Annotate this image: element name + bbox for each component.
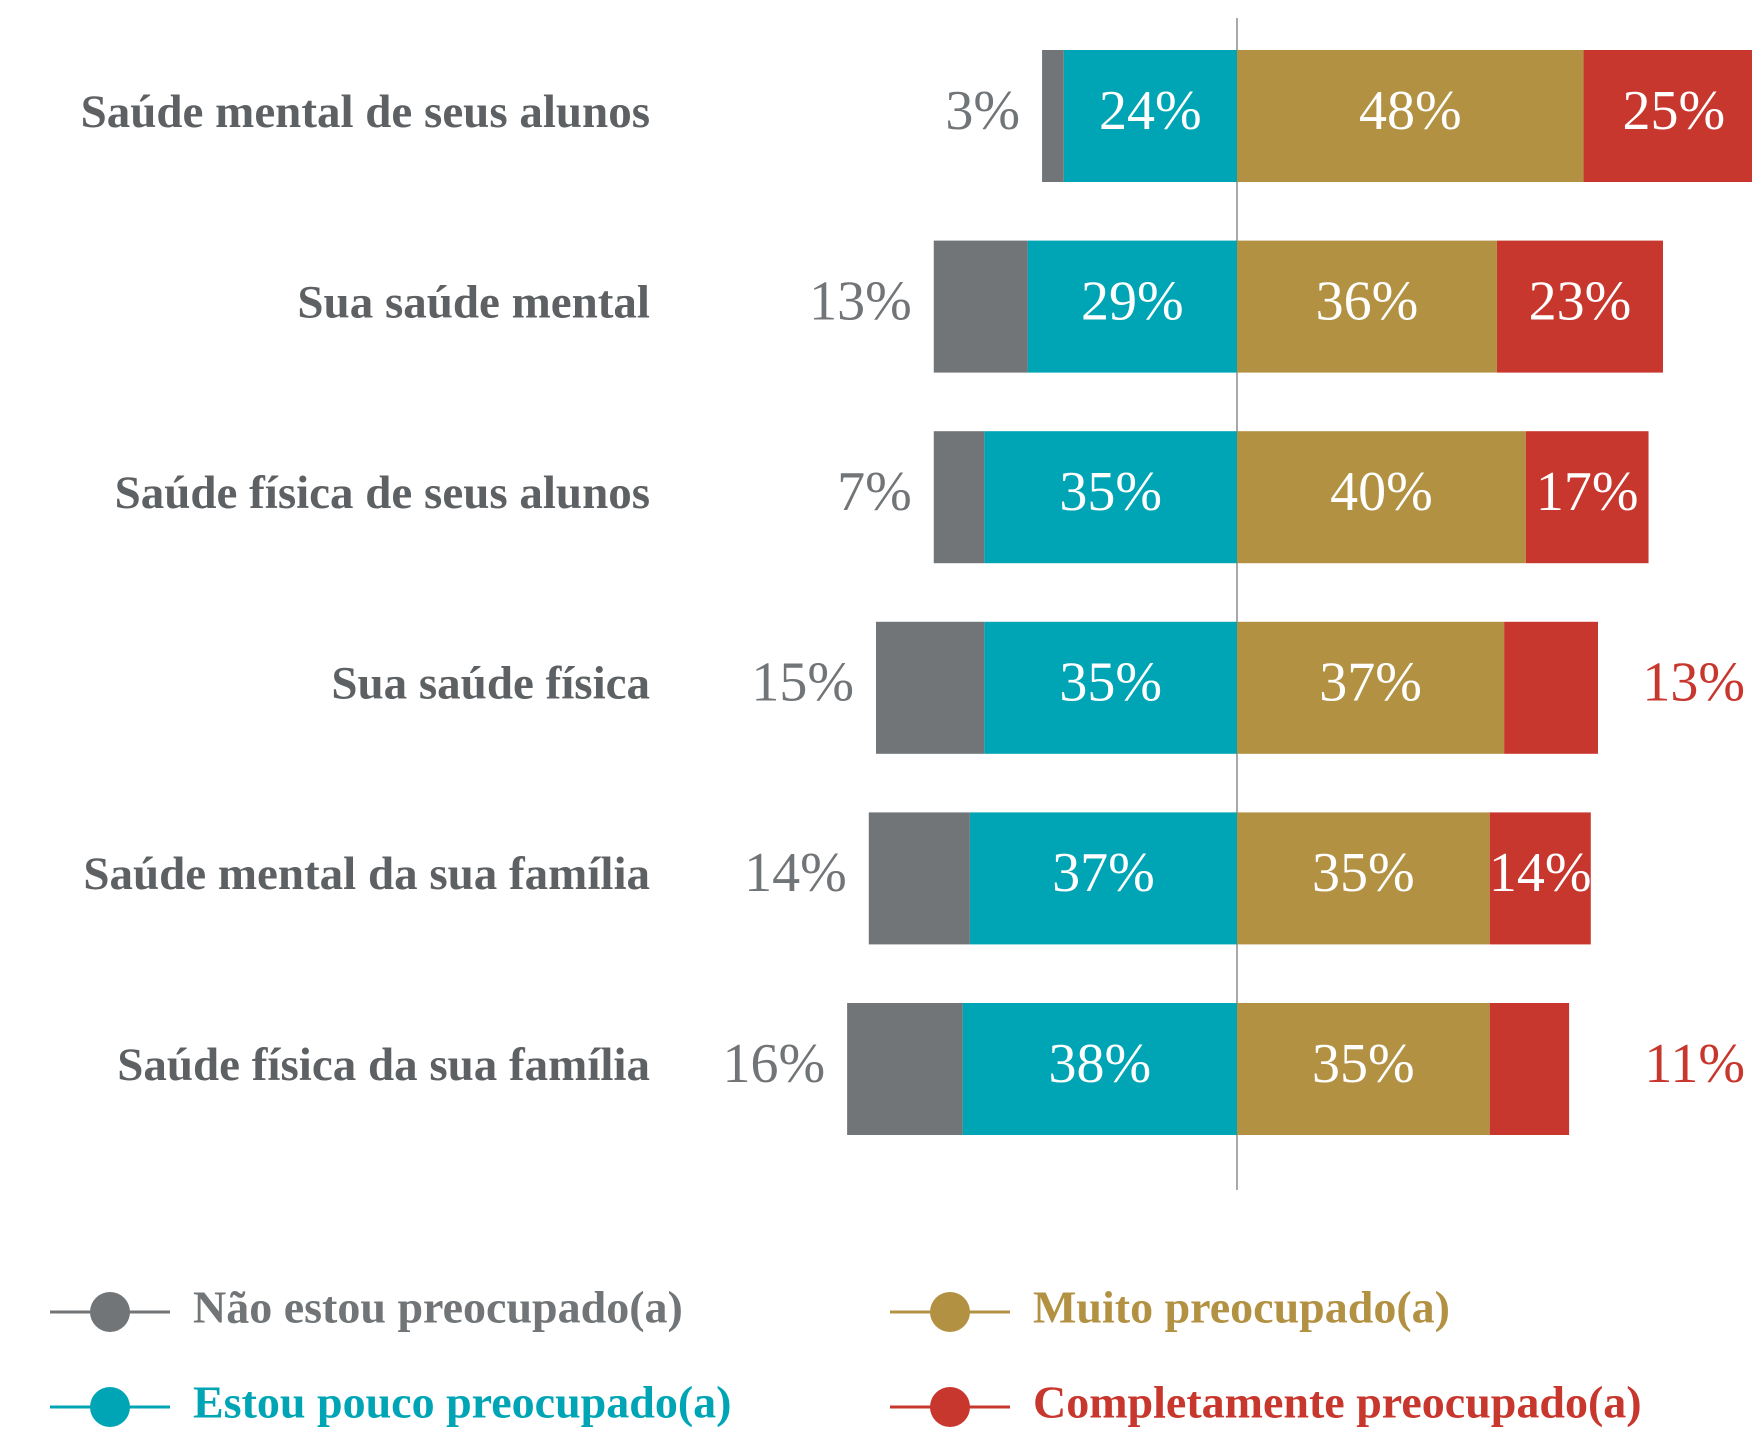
value-label: 35%	[1059, 461, 1162, 523]
bar-segment	[1489, 1003, 1570, 1135]
category-label: Sua saúde física	[331, 658, 650, 710]
bar-segment	[1027, 240, 1237, 373]
value-label: 17%	[1536, 461, 1639, 523]
bar-segment	[933, 431, 985, 564]
bar-segment	[1063, 50, 1237, 182]
bar-segment	[1237, 1003, 1490, 1135]
legend-dot	[90, 1292, 130, 1332]
value-label: 14%	[1489, 842, 1592, 904]
legend-label: Estou pouco preocupado(a)	[193, 1377, 731, 1428]
value-label: 35%	[1059, 652, 1162, 714]
bar-segment	[1489, 812, 1591, 945]
bar-segment	[1237, 50, 1584, 182]
bar-segment	[984, 621, 1237, 754]
value-label: 37%	[1052, 842, 1155, 904]
bar-segment	[933, 240, 1028, 373]
value-label: 35%	[1312, 1033, 1415, 1095]
bar-segment	[1583, 50, 1752, 182]
legend-label: Não estou preocupado(a)	[193, 1282, 683, 1333]
bar-segment	[1237, 621, 1505, 754]
category-label: Sua saúde mental	[297, 276, 650, 328]
category-label: Saúde física da sua família	[117, 1039, 650, 1091]
value-label: 23%	[1529, 270, 1632, 332]
category-label: Saúde mental de seus alunos	[81, 86, 650, 138]
value-label: 24%	[1099, 80, 1202, 142]
bar-segment	[868, 812, 970, 945]
value-label: 11%	[1644, 1033, 1745, 1095]
bar-segment	[876, 621, 985, 754]
category-label: Saúde mental da sua família	[83, 848, 650, 900]
legend-dot	[930, 1387, 970, 1427]
value-label: 13%	[1642, 652, 1745, 714]
value-label: 48%	[1359, 80, 1462, 142]
legend-dot	[930, 1292, 970, 1332]
value-label: 3%	[945, 80, 1020, 142]
value-label: 29%	[1081, 270, 1184, 332]
bar-segment	[1525, 431, 1649, 564]
legend-label: Muito preocupado(a)	[1033, 1282, 1450, 1333]
bar-segment	[969, 812, 1237, 945]
value-label: 16%	[722, 1033, 825, 1095]
bar-segment	[1496, 240, 1663, 373]
bar-segment	[1504, 621, 1598, 754]
bar-segment	[1042, 50, 1064, 182]
value-label: 15%	[751, 652, 854, 714]
bar-segment	[1237, 812, 1490, 945]
value-label: 36%	[1316, 270, 1419, 332]
category-label: Saúde física de seus alunos	[115, 467, 650, 519]
value-label: 7%	[837, 461, 912, 523]
bar-segment	[962, 1003, 1237, 1135]
value-label: 25%	[1622, 80, 1725, 142]
value-label: 40%	[1330, 461, 1433, 523]
value-label: 35%	[1312, 842, 1415, 904]
bar-segment	[1237, 431, 1526, 564]
value-label: 14%	[744, 842, 847, 904]
bar-segment	[847, 1003, 963, 1135]
legend-label: Completamente preocupado(a)	[1033, 1377, 1642, 1428]
value-label: 13%	[809, 270, 912, 332]
legend-dot	[90, 1387, 130, 1427]
bar-segment	[984, 431, 1237, 564]
bar-segment	[1237, 240, 1497, 373]
value-label: 38%	[1048, 1033, 1151, 1095]
value-label: 37%	[1319, 652, 1422, 714]
